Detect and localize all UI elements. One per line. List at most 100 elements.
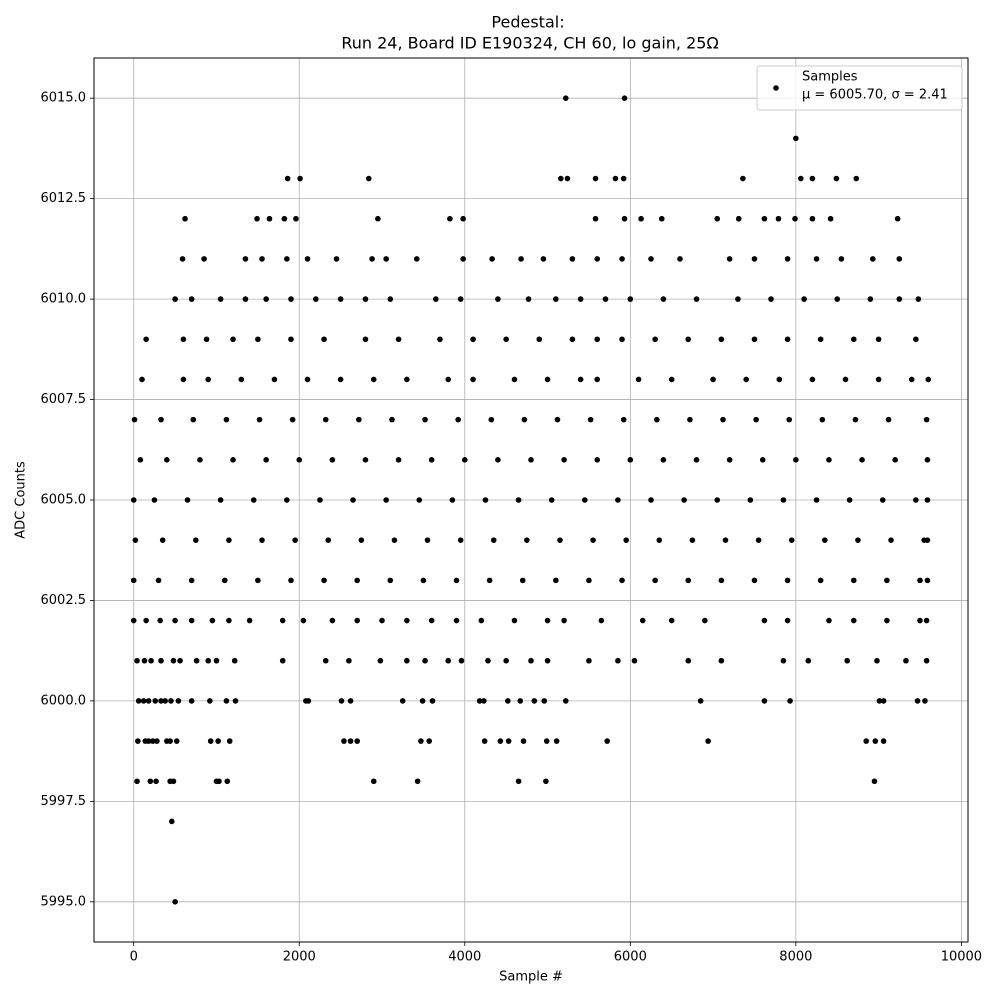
data-point bbox=[151, 497, 158, 503]
data-point bbox=[874, 657, 880, 664]
data-point bbox=[540, 256, 547, 262]
data-point bbox=[445, 376, 452, 383]
data-point bbox=[518, 256, 524, 262]
data-point bbox=[188, 698, 195, 704]
data-point bbox=[447, 215, 453, 222]
data-point bbox=[362, 296, 369, 302]
data-point bbox=[395, 457, 402, 463]
data-point bbox=[288, 336, 294, 343]
data-point bbox=[485, 657, 491, 664]
data-point bbox=[263, 457, 269, 463]
data-point bbox=[562, 698, 569, 704]
data-point bbox=[246, 617, 253, 624]
data-point bbox=[813, 497, 820, 503]
data-point bbox=[143, 336, 149, 343]
data-point bbox=[544, 617, 551, 624]
data-point bbox=[369, 256, 375, 262]
y-tick-label: 6015.0 bbox=[41, 91, 87, 106]
data-point bbox=[913, 497, 919, 503]
data-point bbox=[924, 497, 931, 503]
data-point bbox=[470, 336, 476, 343]
data-point bbox=[759, 457, 766, 463]
data-point bbox=[478, 617, 485, 624]
data-point bbox=[141, 657, 148, 664]
data-point bbox=[577, 376, 584, 383]
data-point bbox=[620, 416, 627, 423]
data-point bbox=[531, 698, 538, 704]
data-point bbox=[370, 376, 377, 383]
y-tick-label: 6002.5 bbox=[41, 593, 87, 608]
data-point bbox=[457, 537, 464, 543]
data-point bbox=[389, 416, 395, 423]
data-point bbox=[805, 657, 812, 664]
data-point bbox=[726, 457, 733, 463]
data-point bbox=[528, 457, 534, 463]
data-point bbox=[387, 577, 394, 584]
data-point bbox=[304, 376, 311, 383]
data-point bbox=[850, 617, 857, 624]
data-point bbox=[433, 296, 439, 302]
data-point bbox=[170, 657, 177, 664]
data-point bbox=[718, 577, 725, 584]
data-point bbox=[293, 215, 299, 222]
data-point bbox=[623, 537, 629, 543]
data-point bbox=[924, 537, 931, 543]
data-point bbox=[826, 617, 832, 624]
data-point bbox=[145, 738, 152, 744]
data-point bbox=[288, 296, 294, 302]
data-point bbox=[922, 698, 928, 704]
data-point bbox=[132, 537, 139, 543]
data-point bbox=[561, 617, 567, 624]
data-point bbox=[346, 657, 352, 664]
data-point bbox=[255, 336, 261, 343]
data-point bbox=[718, 336, 725, 343]
data-point bbox=[313, 296, 319, 302]
data-point bbox=[217, 497, 224, 503]
data-point bbox=[476, 698, 483, 704]
data-point bbox=[685, 336, 692, 343]
x-tick-label: 0 bbox=[130, 950, 138, 965]
data-point bbox=[226, 537, 232, 543]
data-point bbox=[503, 336, 509, 343]
x-tick-label: 4000 bbox=[448, 950, 481, 965]
data-point bbox=[720, 416, 726, 423]
data-point bbox=[761, 617, 768, 624]
data-point bbox=[505, 738, 512, 744]
data-point bbox=[155, 577, 162, 584]
data-point bbox=[925, 376, 932, 383]
data-point bbox=[188, 296, 195, 302]
data-point bbox=[660, 457, 667, 463]
data-point bbox=[135, 738, 141, 744]
data-point bbox=[826, 457, 832, 463]
data-point bbox=[242, 296, 249, 302]
data-point bbox=[217, 296, 224, 302]
data-point bbox=[263, 296, 269, 302]
data-point bbox=[158, 416, 164, 423]
data-point bbox=[193, 657, 200, 664]
data-point bbox=[153, 778, 159, 785]
x-axis-label: Sample # bbox=[499, 970, 563, 985]
data-point bbox=[784, 256, 791, 262]
data-point bbox=[710, 376, 716, 383]
data-point bbox=[271, 376, 278, 383]
data-point bbox=[139, 376, 145, 383]
data-point bbox=[850, 577, 857, 584]
data-point bbox=[207, 698, 213, 704]
data-point bbox=[685, 577, 692, 584]
data-point bbox=[658, 215, 665, 222]
data-point bbox=[846, 497, 853, 503]
data-point bbox=[354, 738, 360, 744]
data-point bbox=[697, 698, 704, 704]
data-point bbox=[668, 376, 675, 383]
data-point bbox=[238, 376, 245, 383]
data-point bbox=[164, 457, 170, 463]
data-point bbox=[486, 577, 493, 584]
data-point bbox=[322, 657, 329, 664]
data-point bbox=[370, 778, 377, 785]
data-point bbox=[515, 497, 522, 503]
data-point bbox=[162, 698, 168, 704]
data-point bbox=[503, 657, 509, 664]
chart-title: Pedestal: bbox=[491, 13, 564, 32]
data-point bbox=[714, 215, 721, 222]
data-point bbox=[548, 497, 555, 503]
